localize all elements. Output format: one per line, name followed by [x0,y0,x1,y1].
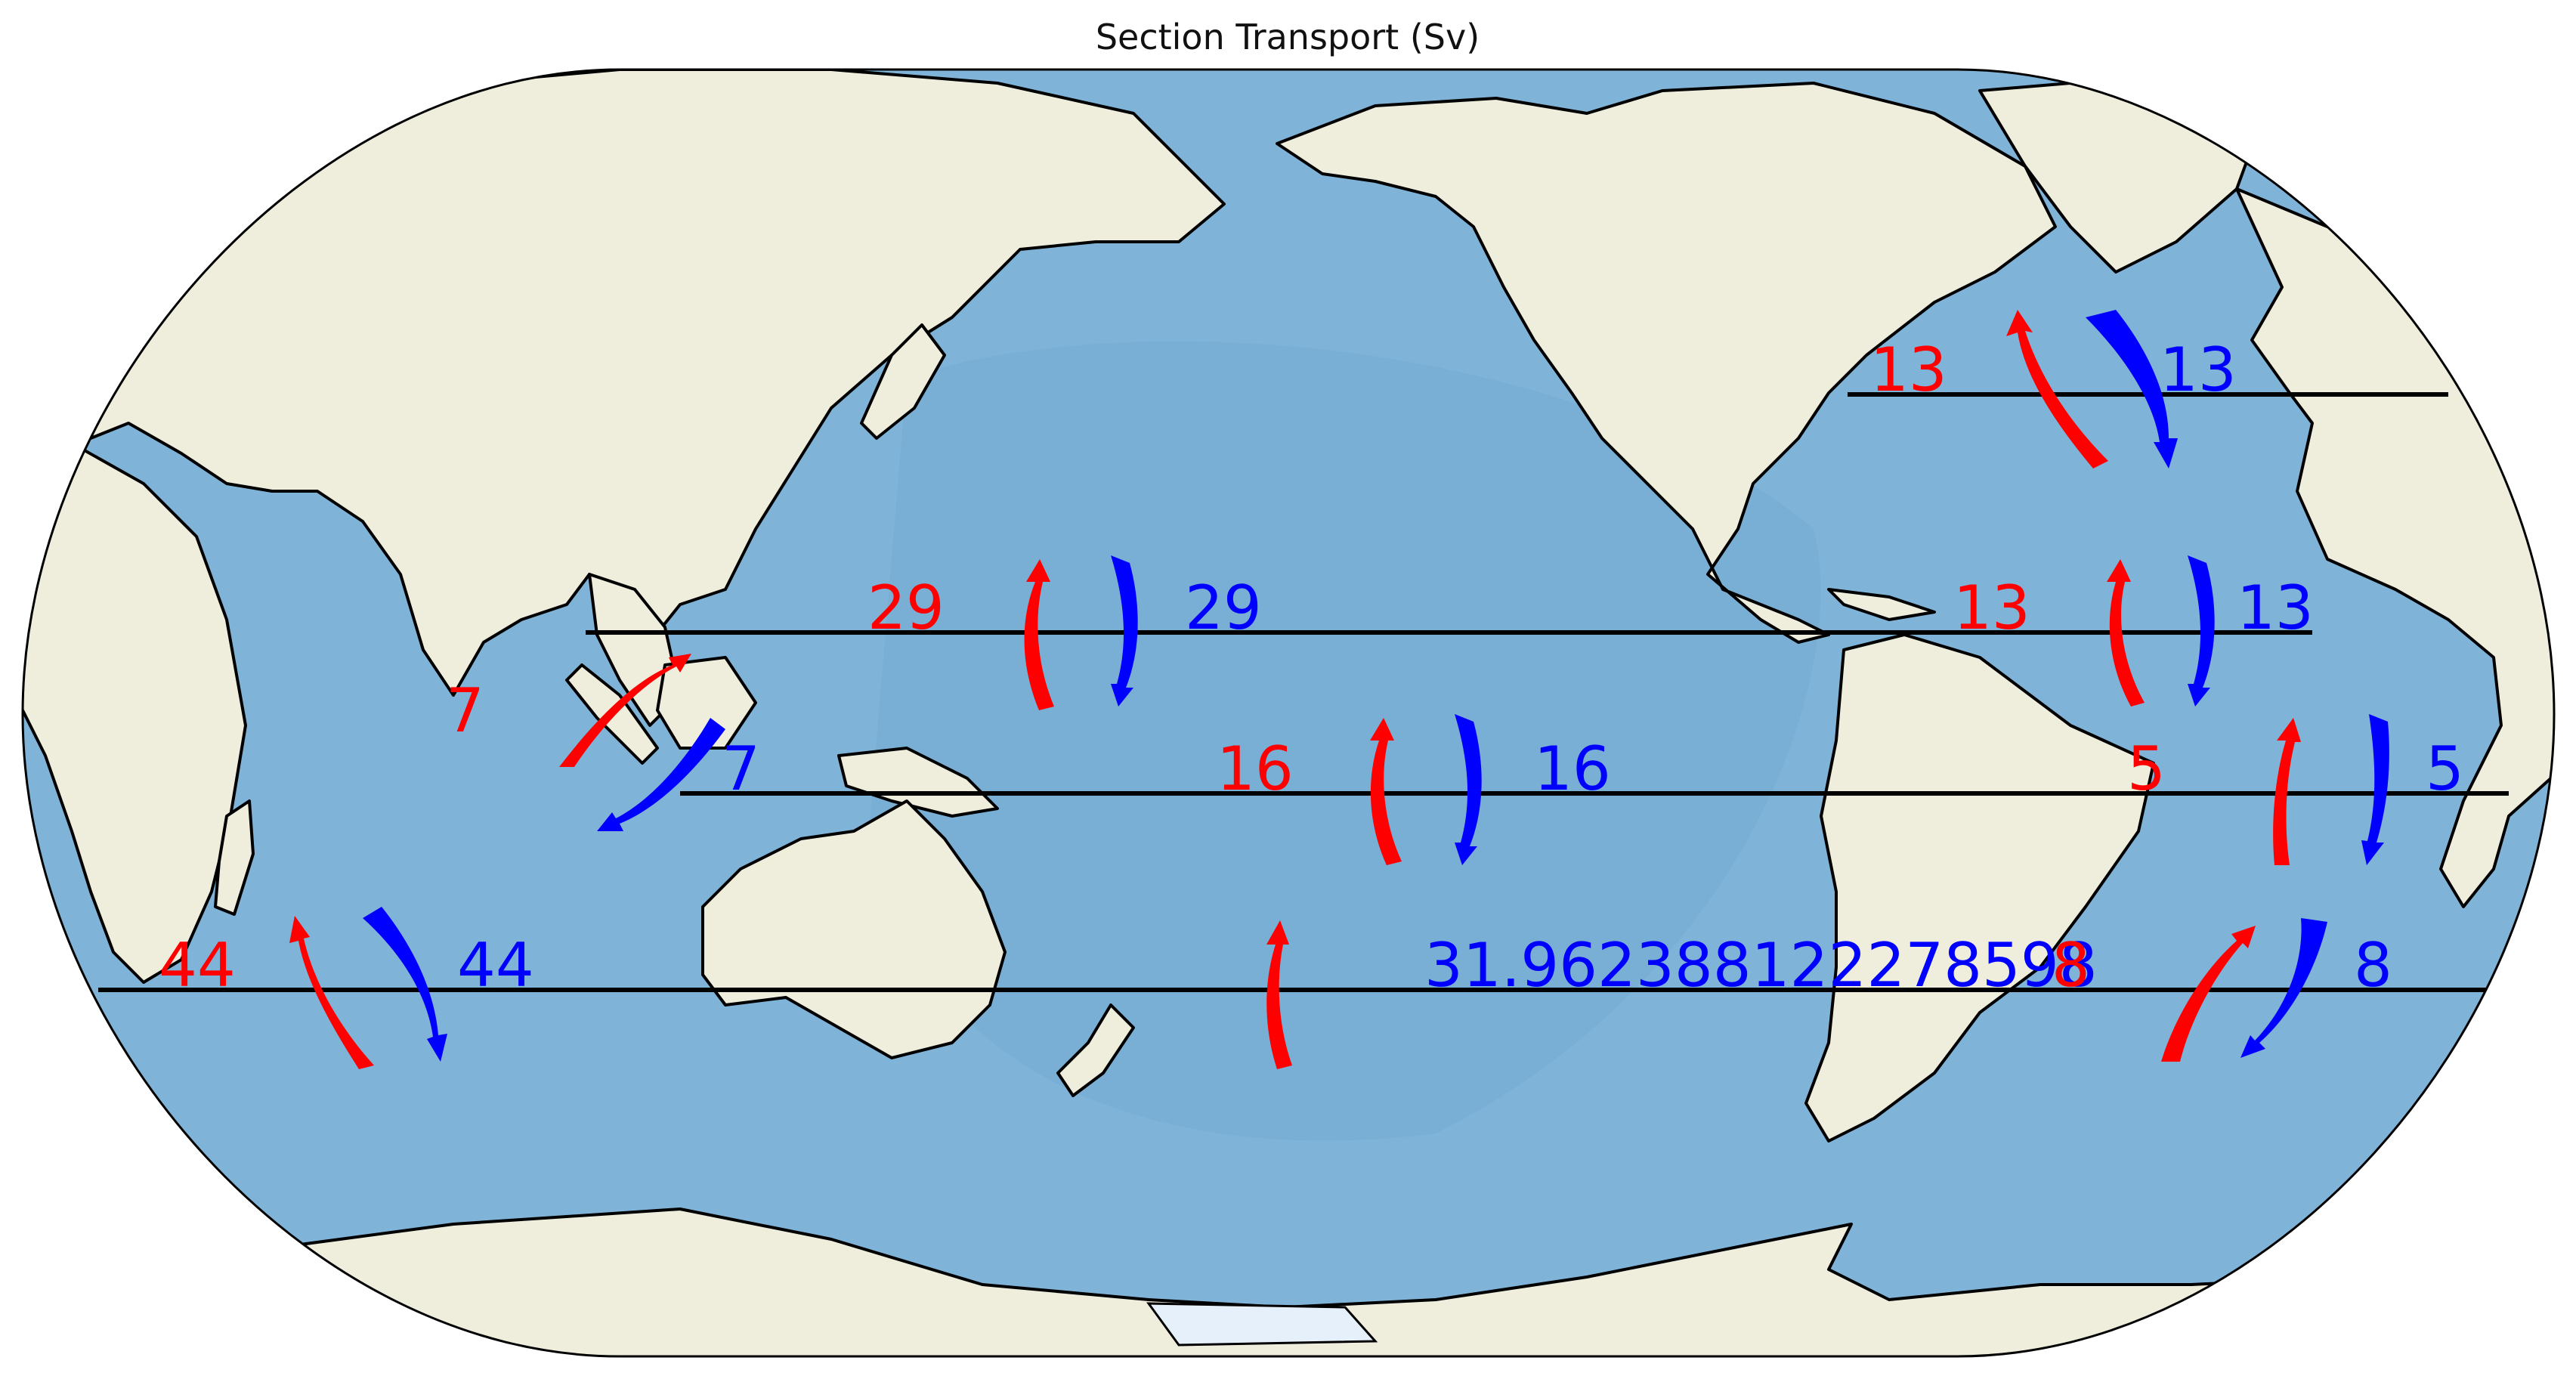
transport-labels: 13 13 29 29 13 13 7 7 16 16 5 5 44 44 31… [159,335,2464,1000]
label-red-pacific-10n: 29 [867,573,945,643]
label-blue-pacific-10s: 16 [1534,734,1611,804]
land-cuba [1827,588,1936,621]
northward-arrow [2006,310,2108,468]
land-eurasia [23,70,1226,697]
land-africa [23,437,247,984]
label-blue-indonesian-throughflow: 7 [722,734,760,804]
land-south-america [1804,633,2155,1143]
arrows-north-atlantic-26n [2006,310,2178,468]
arrows-indian-30s [289,907,447,1069]
southward-arrow [1111,555,1138,707]
label-blue-pacific-10n: 29 [1185,573,1262,643]
land-borneo [656,656,757,750]
southward-arrow [597,718,725,831]
land-new-zealand [1056,1003,1135,1097]
label-red-pacific-10s: 16 [1217,734,1294,804]
ocean-deep-shading [869,341,1821,1141]
land-new-guinea [837,747,999,818]
transport-arrows [289,310,2389,1069]
label-red-atlantic-30s: 8 [2052,930,2090,1000]
southward-arrow [363,907,447,1062]
northward-arrow [1024,559,1054,710]
arrows-atlantic-10n [2107,555,2215,707]
label-blue-atlantic-10n: 13 [2237,573,2314,643]
northward-arrow [2161,926,2256,1062]
land-north-america [1276,82,2057,644]
arrows-pacific-10n [1024,555,1138,710]
label-blue-north-atlantic-26n: 13 [2160,335,2237,405]
southward-arrow [2361,714,2389,865]
arrows-pacific-10s [1370,714,1482,865]
label-red-atlantic-10s: 5 [2127,734,2166,804]
ice-shelf [1146,1302,1378,1347]
southward-arrow [2240,918,2327,1058]
southward-arrow [1455,714,1482,865]
section-lines [98,392,2509,992]
label-red-atlantic-10n: 13 [1953,573,2030,643]
label-blue-indian-30s: 44 [457,930,534,1000]
southward-arrow [2188,555,2215,707]
northward-arrow [1266,920,1292,1069]
label-red-indian-30s: 44 [159,930,236,1000]
label-red-north-atlantic-26n: 13 [1870,335,1947,405]
northward-arrow [2273,718,2301,865]
northward-arrow [559,654,691,767]
land-japan [860,323,946,440]
arrows-atlantic-10s [2273,714,2389,865]
label-red-indonesian-throughflow: 7 [446,676,484,746]
southward-arrow [2086,310,2178,468]
arrows-pacific-30s [1266,920,1292,1069]
label-blue-atlantic-30s: 8 [2354,930,2392,1000]
map-title: Section Transport (Sv) [1096,17,1480,57]
northward-arrow [1370,718,1402,865]
land-australia [701,799,1007,1059]
arrows-atlantic-30s [2161,918,2327,1062]
arrows-indonesian-throughflow [559,654,725,831]
land-madagascar [214,799,255,916]
label-blue-atlantic-10s: 5 [2426,734,2464,804]
label-blue-pacific-30s: 31.962388122278598 [1424,930,2098,1000]
northward-arrow [289,916,374,1069]
northward-arrow [2107,559,2145,707]
globe-outline [21,68,2556,1358]
